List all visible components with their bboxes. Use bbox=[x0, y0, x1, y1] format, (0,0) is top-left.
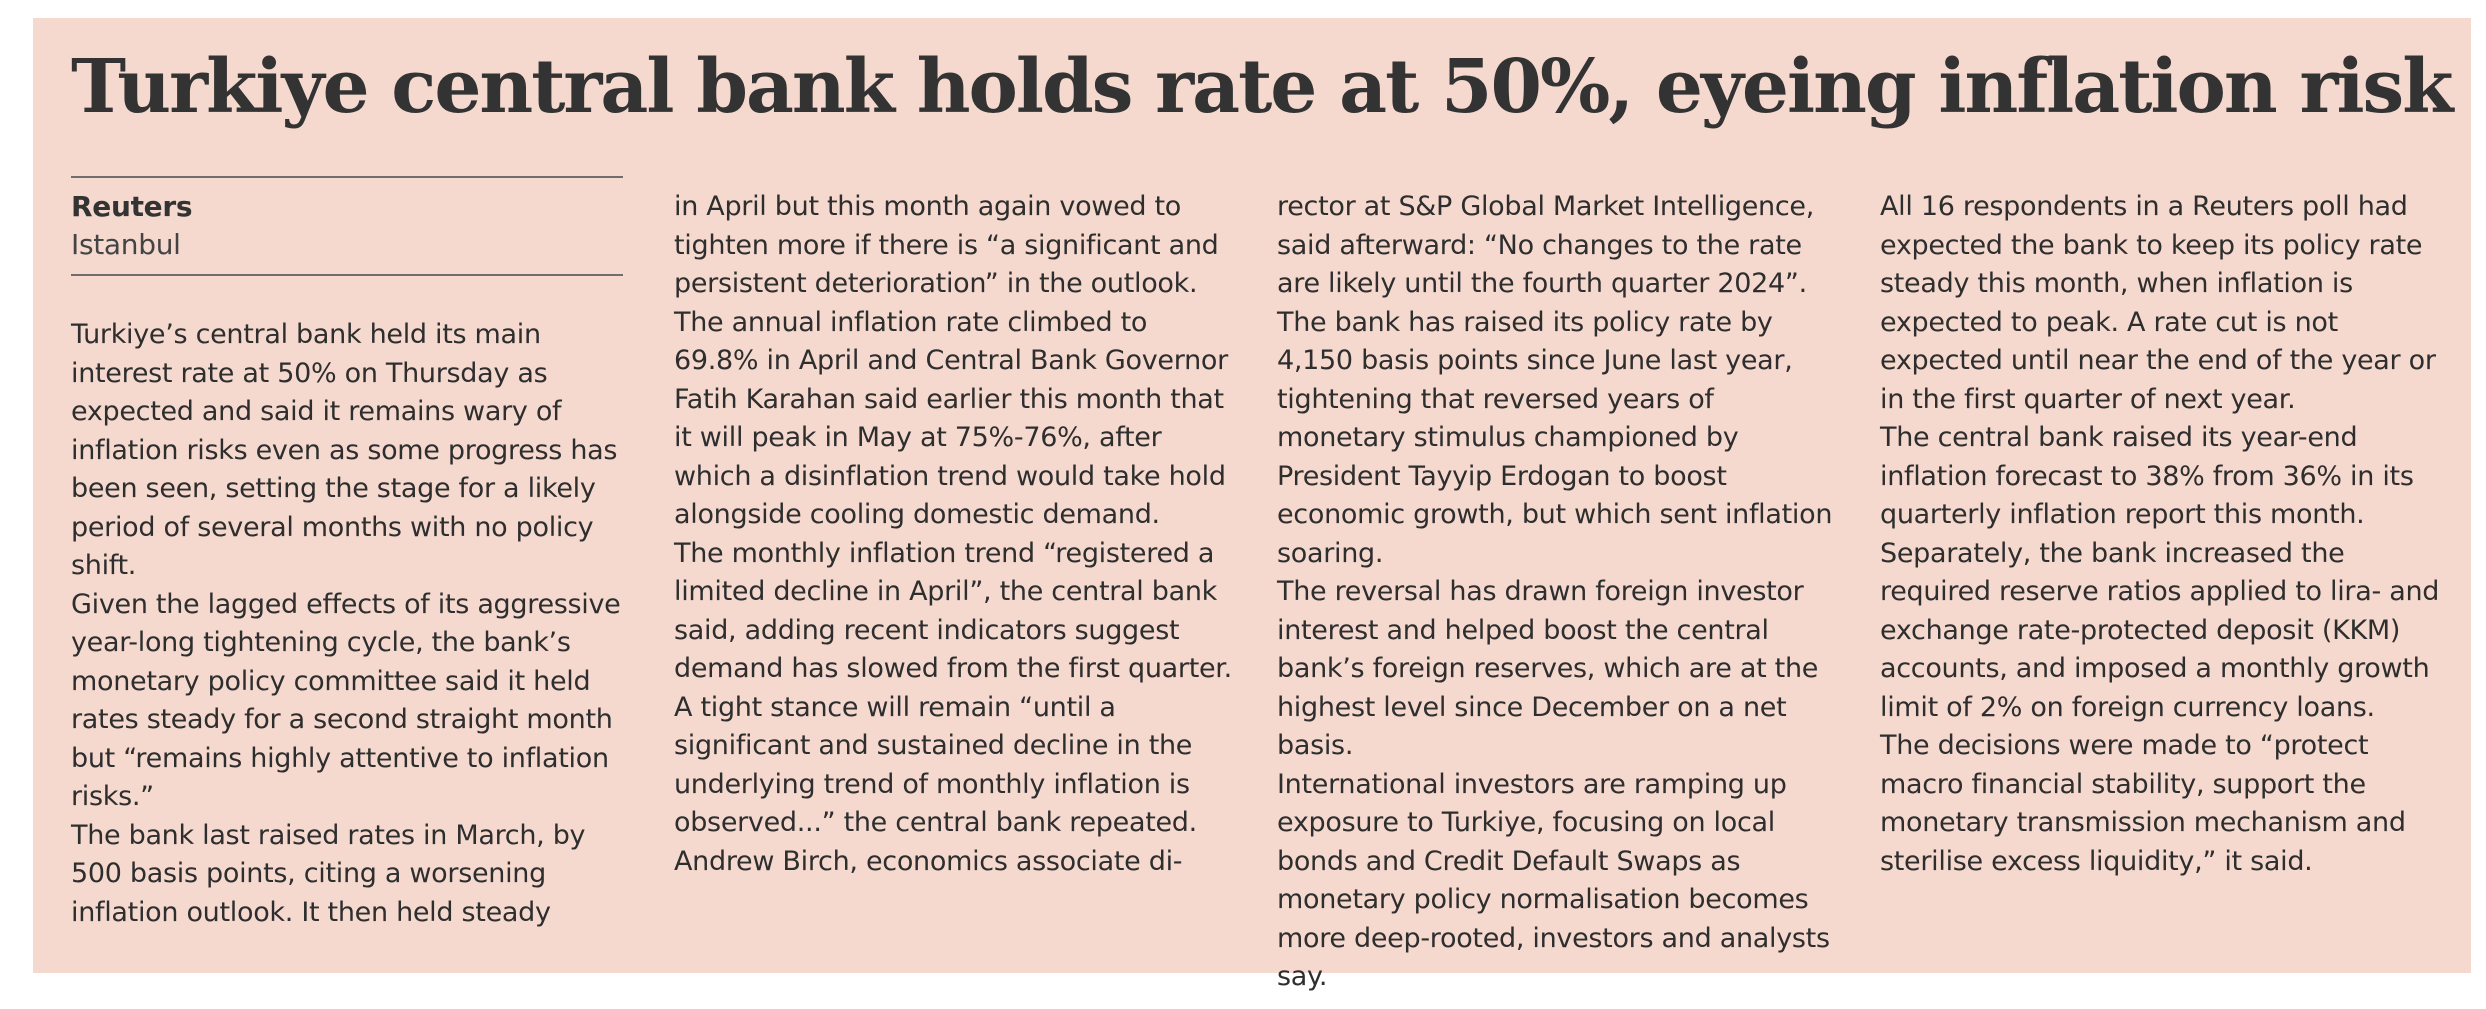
paragraph: The bank has raised its policy rate by 4… bbox=[1277, 306, 1833, 569]
paragraph: The bank last raised rates in March, by … bbox=[71, 819, 586, 928]
article-panel: Turkiye central bank holds rate at 50%, … bbox=[33, 18, 2471, 992]
paragraph: Andrew Birch, economics associate di- bbox=[674, 845, 1183, 877]
paragraph: The monthly inflation trend “registered … bbox=[674, 537, 1232, 685]
paragraph: Given the lagged effects of its aggressi… bbox=[71, 588, 621, 813]
paragraph: The central bank raised its year-end inf… bbox=[1880, 422, 2414, 530]
paragraph: International investors are ramping up e… bbox=[1277, 768, 1830, 993]
article-column-4: All 16 respondents in a Reuters poll had… bbox=[1880, 188, 2440, 881]
article-column-1: Reuters Istanbul Turkiye’s central bank … bbox=[71, 176, 631, 932]
paragraph: A tight stance will remain “until a sign… bbox=[674, 691, 1197, 839]
byline: Reuters Istanbul bbox=[71, 176, 623, 276]
byline-location: Istanbul bbox=[71, 228, 181, 261]
article-column-3: rector at S&P Global Market Intelligence… bbox=[1277, 188, 1837, 997]
article-column-2: in April but this month again vowed to t… bbox=[674, 188, 1234, 881]
paragraph: in April but this month again vowed to t… bbox=[674, 191, 1219, 299]
headline: Turkiye central bank holds rate at 50%, … bbox=[71, 44, 2453, 130]
paragraph: Separately, the bank increased the requi… bbox=[1880, 537, 2440, 723]
paragraph: All 16 respondents in a Reuters poll had… bbox=[1880, 191, 2436, 415]
byline-source: Reuters bbox=[71, 190, 193, 223]
paragraph: The decisions were made to “protect macr… bbox=[1880, 730, 2406, 877]
paragraph: Turkiye’s central bank held its main int… bbox=[71, 319, 618, 581]
paragraph: rector at S&P Global Market Intelligence… bbox=[1277, 191, 1815, 299]
paragraph: The reversal has drawn foreign investor … bbox=[1277, 576, 1819, 761]
paragraph: The annual inflation rate climbed to 69.… bbox=[674, 306, 1228, 531]
